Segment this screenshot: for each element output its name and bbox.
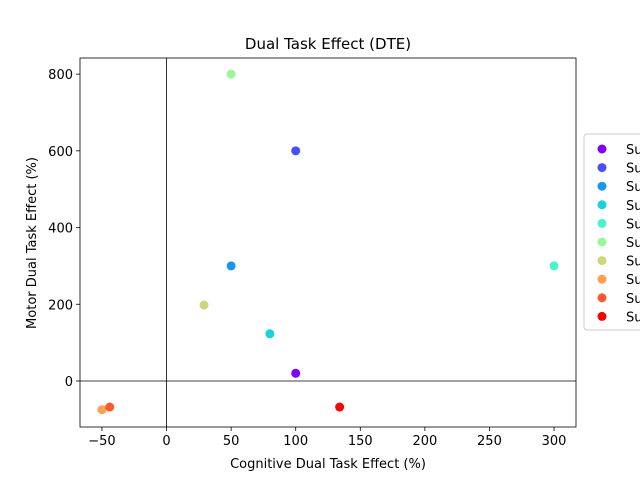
chart-title: Dual Task Effect (DTE) xyxy=(245,35,411,53)
y-tick-label: 0 xyxy=(65,375,73,390)
x-tick-label: 100 xyxy=(283,434,308,449)
y-tick-label: 200 xyxy=(48,298,73,313)
data-point xyxy=(549,261,559,271)
legend-marker xyxy=(597,256,607,266)
legend-label: Su xyxy=(626,273,640,288)
legend-label: Su xyxy=(626,162,640,177)
legend-label: Su xyxy=(626,236,640,251)
data-point xyxy=(226,69,236,79)
legend-label: Su xyxy=(626,143,640,158)
data-point xyxy=(97,405,107,415)
x-tick-label: 300 xyxy=(542,434,567,449)
x-tick-label: 200 xyxy=(412,434,437,449)
x-tick-label: 150 xyxy=(348,434,373,449)
plot-area: −50 0 50 100 150 200 250 300 0 200 400 600 800 xyxy=(48,57,577,449)
legend-marker xyxy=(597,293,607,303)
x-tick-label: −50 xyxy=(88,434,115,449)
legend-label: Su xyxy=(626,292,640,307)
data-point xyxy=(291,146,301,156)
legend-marker xyxy=(597,144,607,154)
legend-label: Su xyxy=(626,255,640,270)
legend-marker xyxy=(597,311,607,321)
plot-frame xyxy=(79,57,577,428)
x-tick-label: 50 xyxy=(223,434,240,449)
legend-label: Su xyxy=(626,217,640,232)
legend: Su Su Su Su Su Su Su Su Su Su xyxy=(583,133,640,331)
legend-marker xyxy=(597,163,607,173)
legend-label: Su xyxy=(626,310,640,325)
legend-label: Su xyxy=(626,199,640,214)
data-point xyxy=(291,368,301,378)
data-point xyxy=(265,329,275,339)
y-tick-label: 400 xyxy=(48,222,73,237)
y-axis-label: Motor Dual Task Effect (%) xyxy=(25,157,40,329)
y-tick-label: 800 xyxy=(48,68,73,83)
y-tick-label: 600 xyxy=(48,145,73,160)
data-point xyxy=(335,402,345,412)
legend-marker xyxy=(597,237,607,247)
data-point xyxy=(226,261,236,271)
data-point xyxy=(105,402,115,412)
legend-label: Su xyxy=(626,180,640,195)
data-point xyxy=(199,300,209,310)
x-tick-label: 250 xyxy=(477,434,502,449)
legend-marker xyxy=(597,200,607,210)
legend-marker xyxy=(597,218,607,228)
x-axis-label: Cognitive Dual Task Effect (%) xyxy=(230,457,426,472)
legend-marker xyxy=(597,274,607,284)
x-tick-label: 0 xyxy=(162,434,170,449)
legend-marker xyxy=(597,181,607,191)
